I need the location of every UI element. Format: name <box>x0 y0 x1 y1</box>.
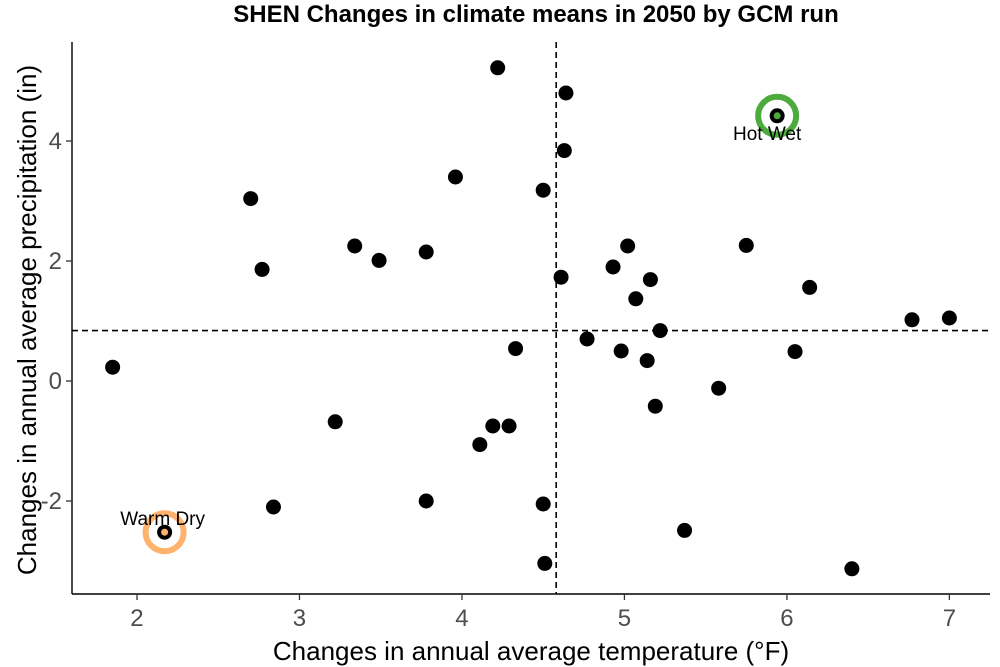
data-points <box>105 60 957 577</box>
highlight-point-center <box>161 528 169 536</box>
data-point <box>265 499 281 515</box>
data-point <box>642 272 658 288</box>
data-point <box>327 414 343 430</box>
data-point <box>553 269 569 285</box>
data-point <box>558 85 574 101</box>
data-point <box>579 331 595 347</box>
highlight-ring <box>142 510 187 555</box>
data-point <box>105 359 121 375</box>
y-axis-title: Changes in annual average precipitation … <box>12 65 42 575</box>
data-point <box>485 418 501 434</box>
x-tick-label: 7 <box>943 605 956 632</box>
data-point <box>371 252 387 268</box>
data-point <box>472 437 488 453</box>
data-point <box>711 380 727 396</box>
data-point <box>605 259 621 275</box>
x-tick-label: 2 <box>130 605 143 632</box>
highlight-label: Warm Dry <box>120 509 205 530</box>
data-point <box>620 238 636 254</box>
data-point <box>501 418 517 434</box>
data-point <box>535 182 551 198</box>
data-point <box>418 244 434 260</box>
data-point <box>490 60 506 76</box>
y-tick-label: -2 <box>41 488 62 515</box>
data-point <box>844 561 860 577</box>
data-point <box>243 191 259 207</box>
highlight-label: Hot Wet <box>733 124 802 145</box>
y-tick-label: 0 <box>49 368 62 395</box>
data-point <box>613 343 629 359</box>
highlight-point-center <box>773 112 781 120</box>
data-point <box>447 169 463 185</box>
data-point <box>904 312 920 328</box>
x-tick-label: 6 <box>780 605 793 632</box>
data-point <box>639 353 655 369</box>
axes: 2 3 4 5 6 7 -2 0 2 4 <box>41 42 990 632</box>
data-point <box>556 143 572 159</box>
x-axis-title: Changes in annual average temperature (°… <box>273 636 789 666</box>
data-point <box>537 555 553 571</box>
data-point <box>647 398 663 414</box>
y-tick-label: 4 <box>49 128 62 155</box>
data-point <box>941 310 957 326</box>
x-tick-label: 3 <box>293 605 306 632</box>
highlighted-runs: Hot Wet Warm Dry <box>120 93 802 555</box>
data-point <box>508 341 524 357</box>
chart-title: SHEN Changes in climate means in 2050 by… <box>233 1 839 28</box>
data-point <box>652 323 668 339</box>
reference-lines <box>72 42 990 594</box>
data-point <box>254 261 270 277</box>
data-point <box>418 493 434 509</box>
data-point <box>738 237 754 253</box>
data-point <box>535 496 551 512</box>
y-tick-label: 2 <box>49 248 62 275</box>
data-point <box>787 344 803 360</box>
data-point <box>347 238 363 254</box>
data-point <box>628 291 644 307</box>
x-tick-label: 5 <box>618 605 631 632</box>
data-point <box>802 279 818 295</box>
highlight-ring <box>755 93 800 138</box>
x-tick-label: 4 <box>455 605 468 632</box>
data-point <box>677 522 693 538</box>
